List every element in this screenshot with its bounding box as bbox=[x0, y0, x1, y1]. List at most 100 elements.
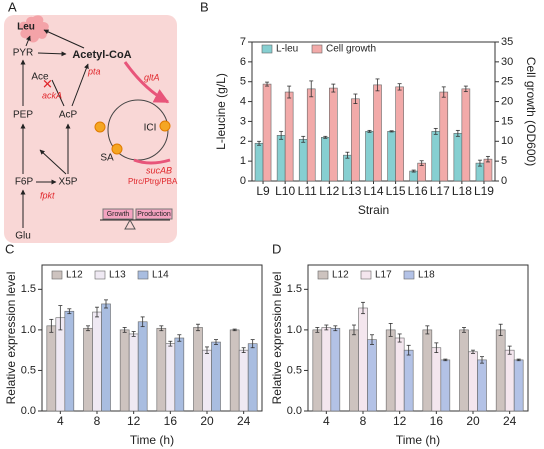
x-tick-label: L18 bbox=[452, 184, 472, 198]
enzyme-dot bbox=[94, 121, 106, 133]
x-tick-label: 20 bbox=[200, 414, 214, 428]
legend-swatch bbox=[51, 270, 63, 280]
x-tick-label: L19 bbox=[474, 184, 494, 198]
node-label: F6P bbox=[15, 177, 34, 188]
bar bbox=[468, 351, 478, 412]
bar bbox=[64, 310, 75, 412]
bar bbox=[211, 341, 221, 412]
node-label: Ace bbox=[31, 72, 49, 83]
bar bbox=[513, 359, 524, 412]
x-axis-label: Strain bbox=[358, 203, 389, 217]
bar bbox=[330, 327, 341, 412]
node-label: SA bbox=[100, 153, 114, 164]
arrow bbox=[25, 35, 31, 47]
enzyme-dot bbox=[111, 143, 123, 155]
y-tick-label: 1.0 bbox=[287, 324, 302, 336]
bar bbox=[367, 339, 377, 412]
plot-frame bbox=[307, 264, 529, 412]
bar bbox=[92, 311, 102, 412]
y-axis-label: L-leucine (g/L) bbox=[214, 73, 228, 150]
y-tick-label: 6 bbox=[240, 56, 246, 68]
panel-label: A bbox=[8, 0, 17, 14]
bar bbox=[351, 98, 360, 182]
bar bbox=[477, 359, 487, 412]
y2-tick-label: 15 bbox=[501, 115, 513, 127]
gene-label: sucAB bbox=[146, 165, 172, 175]
arrow bbox=[43, 29, 85, 49]
bar bbox=[409, 170, 418, 182]
bar bbox=[422, 329, 433, 412]
bar bbox=[174, 337, 185, 412]
bar bbox=[229, 329, 240, 412]
arrow bbox=[51, 79, 65, 107]
arrow bbox=[39, 149, 67, 175]
y-tick-label: 1.5 bbox=[287, 283, 302, 295]
x-tick-label: 12 bbox=[127, 414, 141, 428]
bar bbox=[321, 327, 332, 412]
knockout-mark: ✕ bbox=[42, 76, 53, 91]
bar bbox=[321, 137, 330, 182]
plot-frame bbox=[41, 264, 263, 412]
bar bbox=[358, 307, 368, 412]
x-tick-label: L17 bbox=[430, 184, 450, 198]
bar bbox=[431, 347, 442, 412]
legend-swatch bbox=[94, 270, 106, 280]
bar bbox=[403, 349, 414, 412]
bar bbox=[254, 142, 264, 182]
bar bbox=[329, 87, 338, 182]
bar bbox=[387, 131, 396, 182]
x-tick-label: 8 bbox=[360, 414, 367, 428]
bar bbox=[343, 154, 352, 182]
x-tick-label: 12 bbox=[393, 414, 407, 428]
bar bbox=[439, 91, 449, 182]
panel-label: C bbox=[5, 241, 14, 256]
x-tick-label: L14 bbox=[363, 184, 383, 198]
x-tick-label: L11 bbox=[298, 184, 317, 198]
legend-label: L12 bbox=[66, 270, 83, 281]
node-label: Glu bbox=[15, 231, 31, 242]
arrow bbox=[71, 63, 89, 107]
gene-label: fpkt bbox=[40, 190, 55, 200]
bar bbox=[495, 329, 506, 412]
x-axis-label: Time (h) bbox=[130, 433, 174, 447]
bar bbox=[453, 133, 463, 182]
legend-swatch bbox=[403, 270, 415, 280]
pathway-diagram: ✕ Leu PYR Acetyl-CoA Ace PEP AcP F6P X5P… bbox=[4, 15, 178, 243]
legend-label: L12 bbox=[332, 270, 349, 281]
y-tick-label: 7 bbox=[240, 36, 246, 48]
y-tick-label: 5 bbox=[240, 76, 246, 88]
y-tick-label: 0.5 bbox=[21, 364, 36, 376]
panel-label: B bbox=[200, 0, 209, 14]
bar bbox=[247, 343, 258, 412]
y-tick-label: 1 bbox=[240, 155, 246, 167]
y-tick-label: 3 bbox=[240, 115, 246, 127]
bar bbox=[461, 88, 471, 182]
legend-swatch bbox=[137, 270, 149, 280]
legend-label: Cell growth bbox=[326, 44, 376, 55]
node-label: AcP bbox=[59, 110, 78, 121]
y-tick-label: 2 bbox=[240, 135, 246, 147]
x-axis-label: Time (h) bbox=[396, 433, 440, 447]
node-label: PYR bbox=[13, 48, 34, 59]
growth-box bbox=[102, 208, 134, 220]
bar bbox=[440, 359, 451, 412]
gene-label: Ptrc/Ptrg/PBA bbox=[128, 177, 178, 186]
gltA-arrow bbox=[123, 61, 170, 104]
bar bbox=[128, 333, 139, 412]
arrow bbox=[37, 51, 67, 57]
y-tick-label: 0.0 bbox=[287, 405, 302, 417]
bar bbox=[284, 91, 294, 182]
bar bbox=[298, 139, 308, 182]
bar bbox=[55, 317, 66, 412]
x-tick-label: 16 bbox=[430, 414, 444, 428]
legend-label: L14 bbox=[152, 270, 169, 281]
bar bbox=[385, 329, 396, 412]
legend-label: L17 bbox=[375, 270, 392, 281]
x-tick-label: L10 bbox=[275, 184, 295, 198]
node-label: Production bbox=[137, 211, 171, 218]
bar bbox=[431, 131, 441, 182]
x-tick-label: L15 bbox=[386, 184, 406, 198]
x-tick-label: 4 bbox=[323, 414, 330, 428]
y-tick-label: 4 bbox=[240, 95, 246, 107]
